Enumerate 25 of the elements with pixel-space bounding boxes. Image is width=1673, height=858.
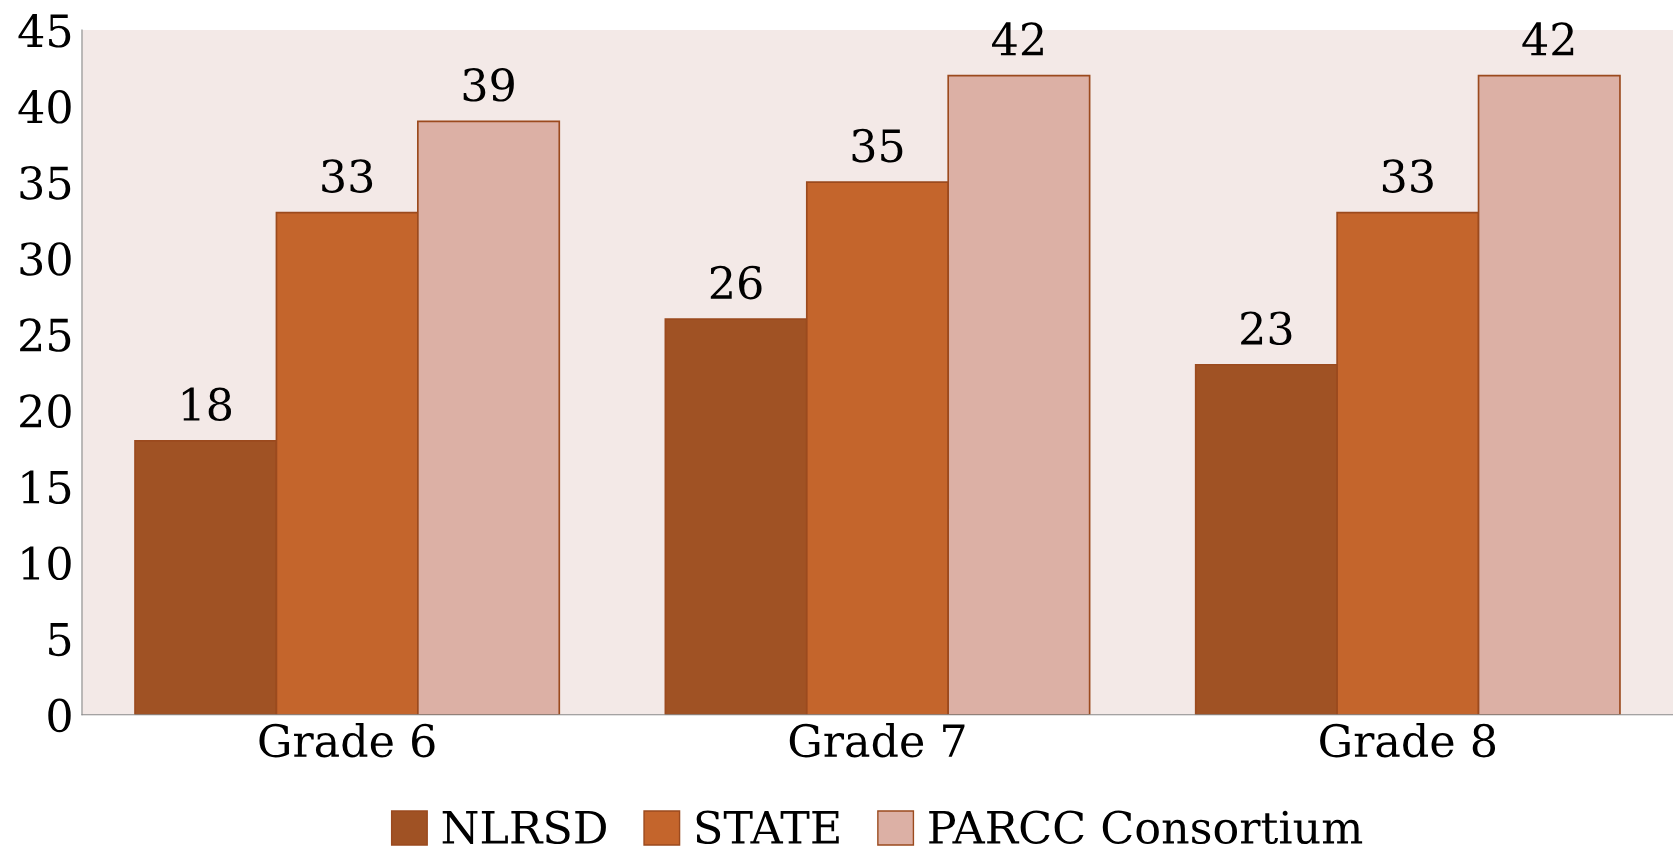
y-tick-label: 5 [49, 623, 71, 657]
x-tick-label: Grade 6 [259, 723, 435, 758]
y-tick-label: 35 [20, 166, 71, 200]
data-label: 23 [1241, 311, 1292, 346]
data-label: 33 [1382, 159, 1433, 193]
y-tick-label: 30 [20, 242, 71, 276]
y-tick-label: 0 [48, 698, 71, 733]
data-label: 26 [710, 265, 762, 300]
data-label: 33 [322, 159, 373, 193]
y-tick-label: 15 [22, 470, 71, 504]
data-label: 42 [1522, 22, 1574, 56]
y-tick-label: 10 [22, 546, 71, 581]
y-tick-label: 45 [18, 13, 71, 48]
legend-label: PARCC Consortium [929, 810, 1363, 845]
y-tick-label: 20 [20, 394, 71, 428]
y-tick-label: 25 [20, 318, 71, 352]
y-tick-label: 40 [18, 90, 71, 124]
data-label: 39 [463, 67, 514, 102]
legend-label: STATE [696, 810, 839, 845]
data-label: 35 [852, 128, 903, 163]
data-label: 18 [182, 387, 232, 422]
data-label: 42 [992, 22, 1043, 56]
x-tick-label: Grade 7 [789, 723, 965, 758]
x-tick-label: Grade 8 [1320, 723, 1496, 758]
legend-label: NLRSD [442, 810, 606, 845]
